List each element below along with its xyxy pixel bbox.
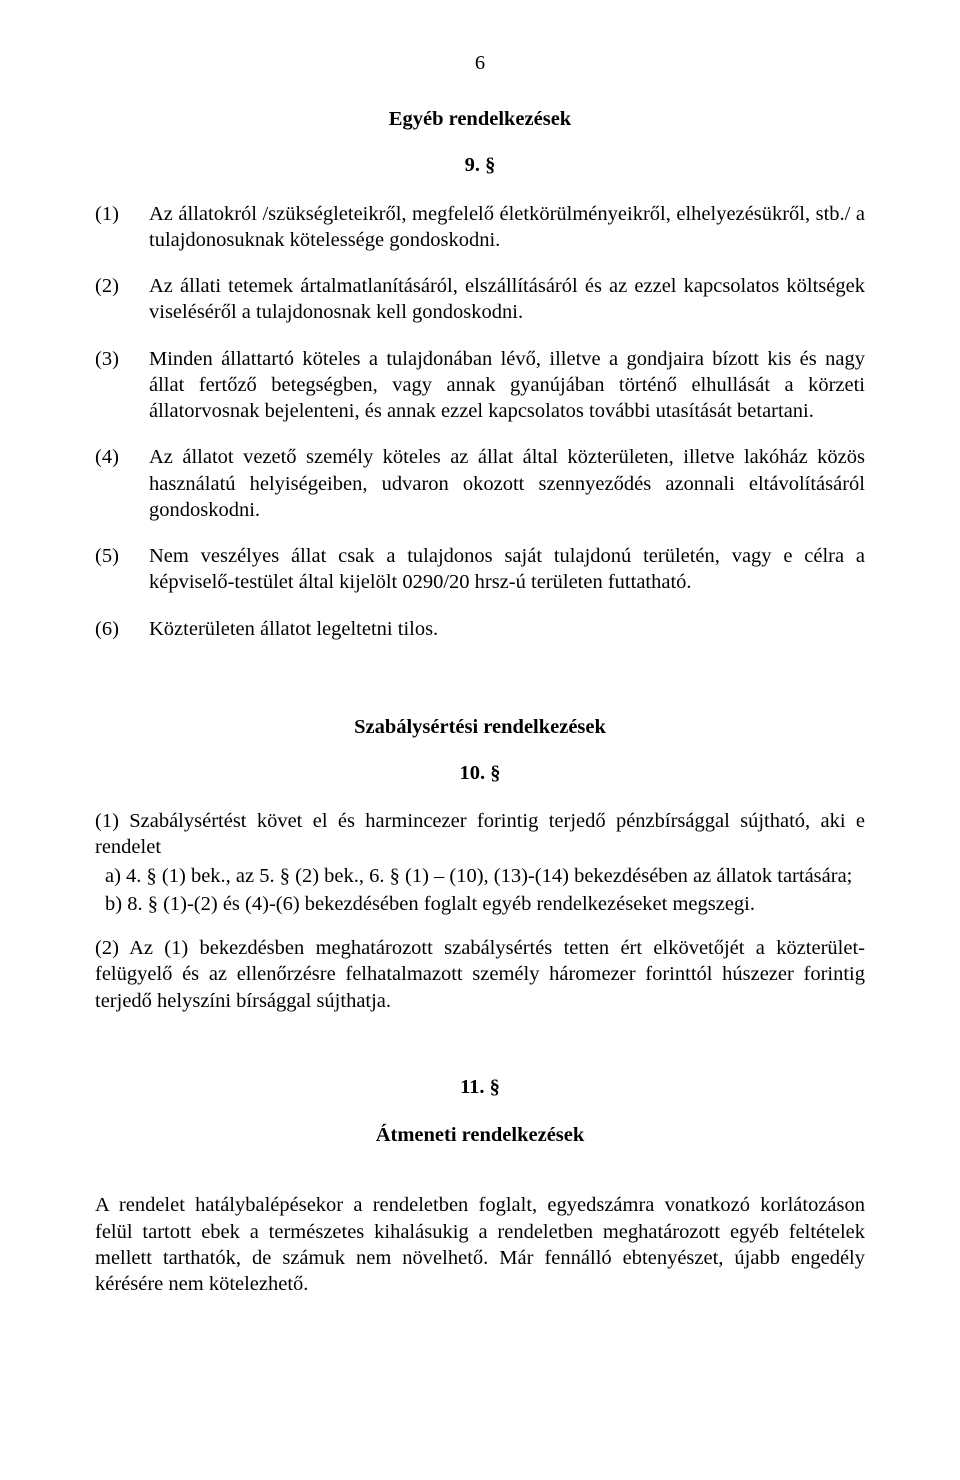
- paragraph-6: (6) Közterületen állatot legeltetni tilo…: [95, 616, 865, 642]
- document-page: 6 Egyéb rendelkezések 9. § (1) Az állato…: [0, 0, 960, 1367]
- heading-szabalysertesi: Szabálysértési rendelkezések: [95, 714, 865, 740]
- sz1-item-b: b) 8. § (1)-(2) és (4)-(6) bekezdésében …: [95, 891, 865, 917]
- heading-egyeb: Egyéb rendelkezések: [95, 106, 865, 132]
- paragraph-1: (1) Az állatokról /szükségleteikről, meg…: [95, 201, 865, 253]
- para-body-5: Nem veszélyes állat csak a tulajdonos sa…: [149, 543, 865, 595]
- section-11: 11. §: [95, 1074, 865, 1100]
- page-number: 6: [95, 50, 865, 76]
- atmeneti-paragraph: A rendelet hatálybalépésekor a rendeletb…: [95, 1192, 865, 1297]
- paragraph-2: (2) Az állati tetemek ártalmatlanításáró…: [95, 273, 865, 325]
- sz1-lead: (1) Szabálysértést követ el és harmincez…: [95, 810, 865, 858]
- para-num-6: (6): [95, 616, 149, 642]
- para-num-3: (3): [95, 346, 149, 372]
- paragraph-3: (3) Minden állattartó köteles a tulajdon…: [95, 346, 865, 425]
- para-num-2: (2): [95, 273, 149, 299]
- para-body-6: Közterületen állatot legeltetni tilos.: [149, 616, 865, 642]
- sz1-item-a: a) 4. § (1) bek., az 5. § (2) bek., 6. §…: [95, 863, 865, 889]
- para-num-4: (4): [95, 444, 149, 470]
- sz-paragraph-2: (2) Az (1) bekezdésben meghatározott sza…: [95, 935, 865, 1014]
- paragraph-4: (4) Az állatot vezető személy köteles az…: [95, 444, 865, 523]
- section-9: 9. §: [95, 152, 865, 178]
- para-num-5: (5): [95, 543, 149, 569]
- para-body-2: Az állati tetemek ártalmatlanításáról, e…: [149, 273, 865, 325]
- para-body-3: Minden állattartó köteles a tulajdonában…: [149, 346, 865, 425]
- paragraph-5: (5) Nem veszélyes állat csak a tulajdono…: [95, 543, 865, 595]
- heading-atmeneti: Átmeneti rendelkezések: [95, 1122, 865, 1148]
- sz-paragraph-1: (1) Szabálysértést követ el és harmincez…: [95, 808, 865, 917]
- para-body-1: Az állatokról /szükségleteikről, megfele…: [149, 201, 865, 253]
- section-10: 10. §: [95, 760, 865, 786]
- para-num-1: (1): [95, 201, 149, 227]
- para-body-4: Az állatot vezető személy köteles az áll…: [149, 444, 865, 523]
